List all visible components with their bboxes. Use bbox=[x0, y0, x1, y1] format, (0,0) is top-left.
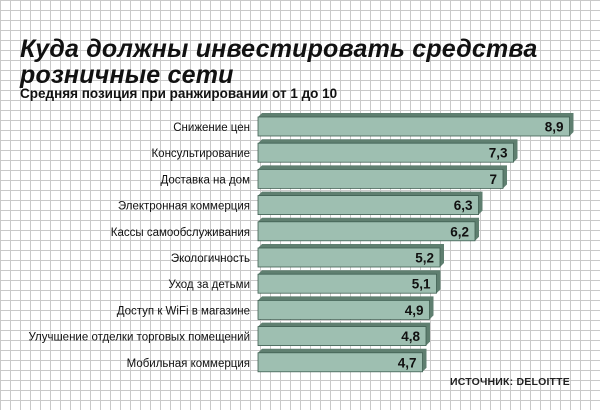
chart-title: Куда должны инвестировать средства розни… bbox=[20, 35, 538, 89]
value-label: 4,8 bbox=[401, 329, 420, 344]
category-label: Консультирование bbox=[151, 148, 250, 160]
value-label: 6,3 bbox=[454, 198, 473, 213]
bar bbox=[257, 142, 514, 163]
bar bbox=[257, 168, 504, 189]
category-label: Улучшение отделки торговых помещений bbox=[28, 332, 250, 344]
value-label: 8,9 bbox=[545, 120, 564, 135]
category-label: Снижение цен bbox=[173, 122, 250, 134]
value-label: 5,1 bbox=[412, 277, 431, 292]
bar bbox=[257, 299, 430, 320]
category-label: Электронная коммерция bbox=[118, 201, 250, 213]
source-note: ИСТОЧНИК: DELOITTE bbox=[449, 376, 570, 388]
bar bbox=[257, 352, 423, 373]
bar bbox=[257, 221, 476, 242]
bar bbox=[257, 195, 479, 216]
value-label: 4,7 bbox=[398, 355, 417, 370]
value-label: 5,2 bbox=[415, 251, 434, 266]
bar bbox=[257, 247, 441, 268]
value-label: 6,2 bbox=[450, 224, 469, 239]
category-label: Уход за детьми bbox=[168, 279, 250, 291]
value-label: 7 bbox=[489, 172, 497, 187]
bar bbox=[257, 273, 437, 294]
category-label: Кассы самообслуживания bbox=[111, 227, 250, 239]
value-label: 4,9 bbox=[405, 303, 424, 318]
value-label: 7,3 bbox=[489, 146, 508, 161]
category-label: Мобильная коммерция bbox=[127, 358, 250, 370]
chart-subtitle: Средняя позиция при ранжировании от 1 до… bbox=[20, 86, 338, 101]
category-label: Доставка на дом bbox=[160, 174, 250, 186]
category-label: Доступ к WiFi в магазине bbox=[117, 305, 250, 317]
category-label: Экологичность bbox=[171, 253, 250, 265]
bar bbox=[257, 326, 427, 347]
bar bbox=[257, 116, 570, 137]
